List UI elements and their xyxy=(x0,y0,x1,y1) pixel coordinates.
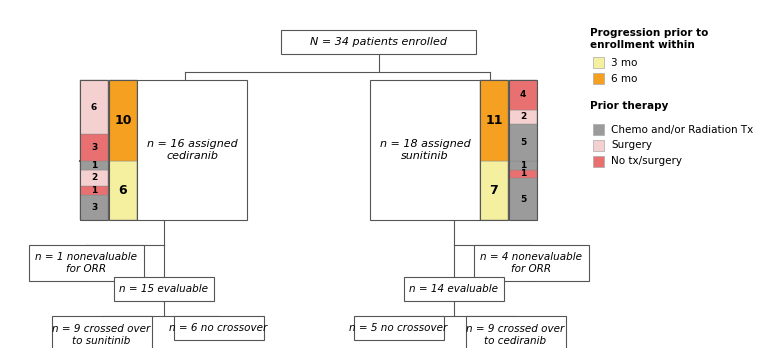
Bar xyxy=(480,161,508,220)
Text: 11: 11 xyxy=(485,114,503,127)
Bar xyxy=(509,80,537,220)
Text: 6: 6 xyxy=(119,184,127,197)
Bar xyxy=(137,80,247,220)
Bar xyxy=(509,80,537,110)
Text: 2: 2 xyxy=(520,112,526,121)
Bar xyxy=(173,316,263,340)
Bar xyxy=(509,169,537,178)
Bar xyxy=(473,245,588,281)
Bar xyxy=(370,80,480,220)
Text: n = 5 no crossover: n = 5 no crossover xyxy=(350,323,447,333)
Bar xyxy=(80,169,108,187)
Bar xyxy=(593,140,604,151)
Bar xyxy=(593,73,604,84)
Text: n = 9 crossed over
to cediranib: n = 9 crossed over to cediranib xyxy=(466,324,565,346)
Text: Surgery: Surgery xyxy=(611,141,652,150)
Bar xyxy=(480,80,508,220)
Text: n = 6 no crossover: n = 6 no crossover xyxy=(170,323,268,333)
Bar xyxy=(80,187,108,195)
Text: 1: 1 xyxy=(520,169,526,178)
Text: 1: 1 xyxy=(520,161,526,170)
Text: Progression prior to
enrollment within: Progression prior to enrollment within xyxy=(590,28,709,50)
Bar xyxy=(29,245,144,281)
Text: n = 1 nonevaluable
for ORR: n = 1 nonevaluable for ORR xyxy=(35,252,137,274)
Bar xyxy=(354,316,444,340)
Bar xyxy=(80,80,108,134)
Bar xyxy=(109,80,137,161)
Bar xyxy=(509,178,537,220)
Bar xyxy=(509,110,537,124)
Text: 5: 5 xyxy=(520,195,526,204)
Text: n = 15 evaluable: n = 15 evaluable xyxy=(119,284,208,294)
Bar xyxy=(80,80,108,220)
Bar xyxy=(114,277,213,301)
Bar xyxy=(403,277,503,301)
Bar xyxy=(593,124,604,135)
Text: No tx/surgery: No tx/surgery xyxy=(611,157,682,166)
Text: 3: 3 xyxy=(91,143,97,152)
Text: 5: 5 xyxy=(520,138,526,147)
Text: n = 14 evaluable: n = 14 evaluable xyxy=(409,284,498,294)
Text: 6 mo: 6 mo xyxy=(611,73,637,84)
Text: 1: 1 xyxy=(91,186,97,195)
Text: 10: 10 xyxy=(114,114,132,127)
Bar xyxy=(281,30,476,54)
Text: 6: 6 xyxy=(91,103,97,112)
Text: N = 34 patients enrolled: N = 34 patients enrolled xyxy=(310,37,447,47)
Text: Prior therapy: Prior therapy xyxy=(590,101,668,111)
Bar xyxy=(51,316,151,348)
Text: 1: 1 xyxy=(91,161,97,170)
Bar xyxy=(509,124,537,161)
Bar xyxy=(466,316,565,348)
Text: n = 18 assigned
sunitinib: n = 18 assigned sunitinib xyxy=(379,139,470,161)
Text: 4: 4 xyxy=(520,90,526,99)
Bar xyxy=(593,57,604,68)
Bar xyxy=(109,161,137,220)
Text: n = 4 nonevaluable
for ORR: n = 4 nonevaluable for ORR xyxy=(480,252,582,274)
Bar xyxy=(109,80,137,220)
Text: 3 mo: 3 mo xyxy=(611,57,637,68)
Text: n = 9 crossed over
to sunitinib: n = 9 crossed over to sunitinib xyxy=(52,324,151,346)
Bar xyxy=(80,161,108,169)
Text: 2: 2 xyxy=(91,174,97,182)
Bar xyxy=(80,195,108,220)
Bar xyxy=(480,80,508,161)
Bar xyxy=(593,156,604,167)
Bar xyxy=(80,134,108,161)
Text: Chemo and/or Radiation Tx: Chemo and/or Radiation Tx xyxy=(611,125,753,134)
Text: n = 16 assigned
cediranib: n = 16 assigned cediranib xyxy=(147,139,238,161)
Text: 7: 7 xyxy=(490,184,498,197)
Text: 3: 3 xyxy=(91,203,97,212)
Bar xyxy=(509,161,537,169)
